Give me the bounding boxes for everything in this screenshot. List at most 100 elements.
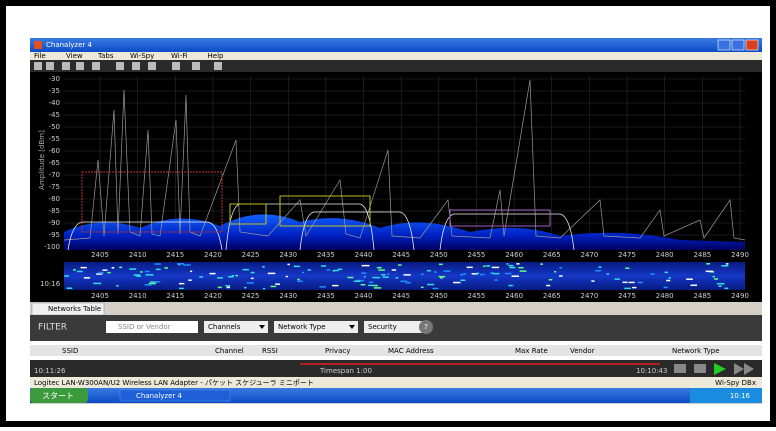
waterfall-dot [244, 287, 246, 289]
waterfall-dot [718, 285, 721, 287]
waterfall-dot [664, 287, 668, 289]
waterfall-dot [297, 281, 302, 283]
x-tick-label: 2445 [392, 292, 410, 300]
waterfall-dot [508, 265, 513, 267]
waterfall-dot [225, 285, 230, 287]
waterfall-dot [368, 285, 373, 287]
waterfall-dot [164, 267, 168, 269]
waterfall-dot [134, 274, 141, 276]
waterfall-dot [486, 265, 490, 267]
y-tick-label: -35 [49, 87, 60, 95]
menu-item[interactable]: Tabs [97, 52, 114, 60]
waterfall-dot [725, 288, 729, 290]
waterfall-dot [326, 269, 330, 271]
column-header: Channel [215, 347, 244, 355]
waterfall-dot [377, 267, 382, 269]
waterfall-dot [209, 273, 215, 275]
waterfall-dot [332, 285, 338, 287]
waterfall-dot [427, 270, 431, 272]
waterfall-dot [235, 275, 238, 277]
y-tick-label: -85 [49, 207, 60, 215]
waterfall-dot [183, 264, 191, 266]
waterfall-dot [262, 266, 265, 268]
menu-item[interactable]: Wi-Spy [130, 52, 154, 60]
page: Chanalyzer 4 FileViewTabsWi-SpyWi-FiHelp… [0, 0, 776, 427]
x-tick-label: 2480 [656, 251, 674, 259]
x-tick-label: 2460 [505, 292, 523, 300]
y-tick-label: -55 [49, 135, 60, 143]
waterfall-dot [297, 279, 300, 281]
y-tick-label: -65 [49, 159, 60, 167]
waterfall-dot [432, 288, 438, 290]
clock: 10:16 [730, 392, 751, 400]
waterfall-dot [439, 276, 446, 278]
waterfall-dot [364, 277, 366, 279]
timeline-end: 10:10:43 [636, 367, 667, 375]
filter-label: FILTER [38, 323, 67, 333]
waterfall-dot [378, 269, 385, 271]
waterfall-dot [119, 267, 122, 269]
column-header: RSSI [262, 347, 278, 355]
menu-item[interactable]: File [34, 52, 46, 60]
waterfall-dot [440, 277, 443, 279]
x-tick-label: 2410 [129, 251, 147, 259]
maximize[interactable] [732, 40, 744, 50]
waterfall-time: 10:16 [40, 280, 61, 288]
waterfall-dot [480, 274, 485, 276]
menu-item[interactable]: Wi-Fi [171, 52, 188, 60]
column-header: SSID [62, 347, 78, 355]
waterfall-dot [149, 283, 156, 285]
waterfall-dot [146, 274, 154, 276]
menu-item[interactable]: View [66, 52, 83, 60]
tab-label: Networks Table [48, 305, 101, 313]
close[interactable] [746, 40, 758, 50]
waterfall-dot [624, 288, 631, 290]
timespan: Timespan 1:00 [319, 367, 372, 375]
waterfall-dot [179, 288, 184, 290]
waterfall-dot [155, 281, 161, 283]
waterfall-dot [188, 279, 191, 281]
waterfall-dot [392, 269, 396, 271]
waterfall-dot [467, 267, 473, 269]
x-tick-label: 2465 [543, 292, 561, 300]
waterfall-dot [145, 271, 150, 273]
waterfall-dot [691, 285, 697, 287]
waterfall-dot [77, 271, 83, 273]
waterfall-dot [270, 286, 276, 288]
x-tick-label: 2410 [129, 292, 147, 300]
waterfall-dot [218, 287, 222, 289]
waterfall-dot [129, 268, 136, 270]
waterfall-dot [361, 284, 366, 286]
tab-strip [30, 302, 762, 315]
menu-item[interactable]: Help [208, 52, 225, 60]
waterfall-dot [483, 265, 486, 267]
minimize[interactable] [718, 40, 730, 50]
y-tick-label: -30 [49, 75, 60, 83]
waterfall-dot [287, 264, 289, 266]
waterfall-dot [439, 264, 443, 266]
x-tick-label: 2415 [166, 251, 184, 259]
waterfall-dot [251, 278, 254, 280]
waterfall-dot [347, 277, 353, 279]
y-tick-label: -45 [49, 111, 60, 119]
x-tick-label: 2440 [355, 251, 373, 259]
waterfall-dot [112, 267, 115, 269]
waterfall-dot [615, 278, 620, 280]
waterfall-dot [107, 272, 110, 274]
title-bar [30, 38, 762, 52]
waterfall-dot [520, 270, 527, 272]
y-tick-label: -70 [49, 171, 60, 179]
waterfall-dot [508, 285, 511, 287]
waterfall-dot [650, 273, 654, 275]
x-tick-label: 2470 [580, 292, 598, 300]
x-tick-label: 2480 [656, 292, 674, 300]
waterfall-dot [93, 283, 101, 285]
waterfall-dot [598, 266, 601, 268]
status-device: Wi-Spy DBx [715, 379, 756, 387]
waterfall-dot [405, 282, 410, 284]
waterfall-dot [251, 272, 255, 274]
waterfall-dot [64, 275, 69, 277]
waterfall-dot [308, 269, 311, 271]
waterfall-dot [361, 272, 366, 274]
y-tick-label: -80 [49, 195, 60, 203]
